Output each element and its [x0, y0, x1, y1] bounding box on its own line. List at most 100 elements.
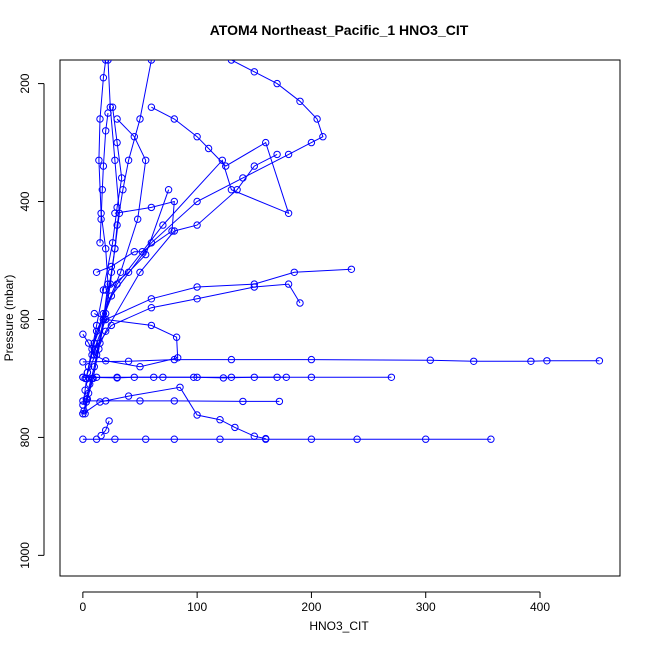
series-line	[93, 283, 301, 350]
data-point	[111, 209, 119, 218]
data-point	[147, 60, 156, 64]
data-point	[170, 397, 179, 405]
data-point	[170, 227, 179, 235]
y-tick-label: 200	[18, 73, 32, 93]
data-point	[595, 357, 604, 365]
data-point	[147, 203, 156, 212]
data-point	[147, 295, 156, 303]
data-point	[168, 227, 176, 235]
data-point	[99, 309, 108, 318]
data-point	[97, 215, 105, 223]
data-point	[108, 103, 117, 111]
series-line	[85, 60, 324, 379]
data-point	[147, 321, 156, 330]
data-point	[99, 162, 108, 170]
series-line	[82, 400, 280, 402]
series-layer	[79, 60, 604, 443]
data-point	[170, 197, 179, 206]
y-axis-label: Pressure (mbar)	[2, 275, 16, 362]
data-point	[284, 150, 293, 159]
data-point	[104, 60, 112, 64]
data-point	[142, 156, 150, 165]
data-point	[227, 186, 236, 194]
x-tick-label: 0	[80, 600, 87, 614]
data-point	[118, 174, 126, 182]
data-point	[147, 304, 156, 312]
data-point	[193, 197, 201, 206]
y-tick-label: 400	[18, 191, 32, 211]
plot-frame	[59, 59, 621, 577]
data-point	[193, 133, 201, 141]
data-point	[307, 138, 316, 147]
data-point	[204, 144, 213, 153]
chart-title: ATOM4 Northeast_Pacific_1 HNO3_CIT	[210, 22, 469, 38]
x-tick-label: 300	[416, 600, 436, 614]
data-point	[159, 373, 167, 381]
series-line	[96, 200, 175, 273]
data-point	[79, 330, 87, 338]
data-point	[104, 109, 112, 117]
data-point	[543, 357, 551, 365]
y-tick-label: 800	[18, 427, 32, 447]
data-point	[79, 373, 87, 381]
data-point	[190, 373, 198, 381]
data-point	[347, 265, 356, 273]
data-point	[105, 417, 113, 425]
data-point	[81, 386, 89, 394]
data-point	[170, 115, 179, 123]
x-axis: 0 100 200 300 400	[80, 591, 550, 614]
series-line	[84, 153, 278, 379]
series-line	[99, 113, 109, 243]
data-point	[219, 374, 228, 382]
data-point	[79, 435, 87, 443]
series-line	[82, 386, 266, 440]
data-point	[96, 115, 104, 123]
y-tick-label: 600	[18, 309, 32, 329]
data-point	[99, 286, 108, 294]
data-point	[262, 138, 270, 147]
data-point	[124, 156, 133, 165]
data-point	[111, 156, 119, 165]
data-point	[282, 373, 290, 381]
data-point	[130, 133, 139, 141]
data-point	[102, 397, 110, 405]
data-point	[108, 239, 117, 247]
data-point	[107, 292, 116, 300]
data-point	[231, 423, 239, 432]
data-point	[216, 435, 224, 443]
data-point	[250, 283, 259, 291]
data-point	[233, 186, 241, 194]
data-point	[284, 280, 293, 288]
data-point	[113, 374, 121, 382]
data-point	[92, 268, 101, 276]
data-point	[193, 295, 201, 303]
data-point	[107, 262, 116, 271]
data-point	[84, 339, 93, 347]
data-point	[90, 363, 99, 371]
data-point	[170, 435, 179, 443]
data-point	[159, 221, 167, 229]
data-point	[275, 397, 284, 406]
y-axis: 200 400 600 800 1000	[18, 73, 45, 569]
data-point	[102, 426, 110, 434]
data-point	[96, 239, 104, 247]
data-point	[227, 60, 236, 64]
series-line	[91, 268, 352, 356]
data-point	[79, 410, 87, 418]
data-point	[227, 355, 236, 364]
data-point	[307, 435, 316, 443]
data-point	[142, 435, 150, 443]
series-line	[83, 60, 120, 411]
data-point	[96, 398, 104, 406]
data-point	[218, 156, 227, 165]
data-point	[90, 339, 99, 347]
data-point	[290, 268, 298, 276]
data-point	[136, 268, 144, 276]
data-point	[102, 127, 110, 135]
data-point	[164, 186, 173, 194]
data-point	[222, 162, 230, 170]
data-point	[250, 432, 259, 440]
data-point	[273, 373, 281, 381]
data-point	[307, 355, 316, 364]
